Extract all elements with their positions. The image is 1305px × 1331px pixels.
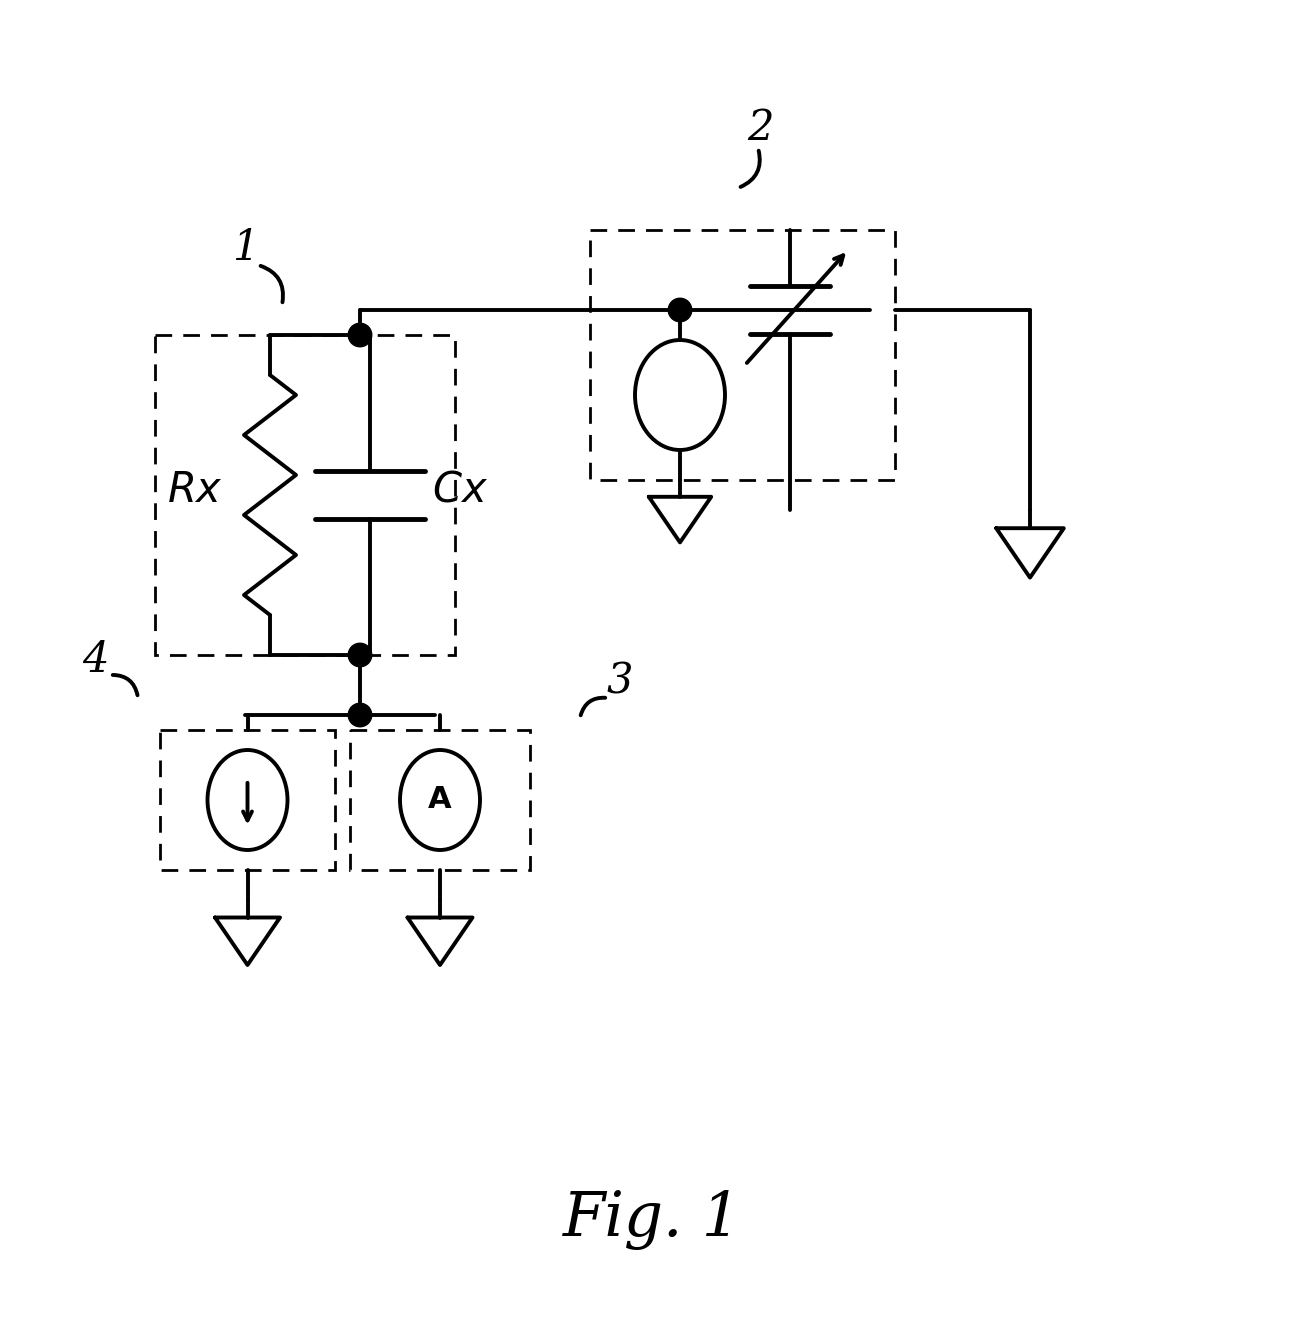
Text: Fig. 1: Fig. 1 <box>564 1190 741 1250</box>
Bar <box>350 729 530 870</box>
Text: 1: 1 <box>232 228 258 269</box>
Text: 4: 4 <box>82 639 108 681</box>
Bar <box>161 729 335 870</box>
Circle shape <box>348 323 372 347</box>
Bar <box>155 335 455 655</box>
Text: 2: 2 <box>746 106 774 149</box>
Text: 3: 3 <box>607 662 633 703</box>
Circle shape <box>348 703 372 727</box>
Circle shape <box>348 643 372 667</box>
Text: A: A <box>428 785 452 815</box>
Bar <box>590 230 895 480</box>
Text: $Cx$: $Cx$ <box>432 469 488 511</box>
Text: $Rx$: $Rx$ <box>167 469 223 511</box>
Circle shape <box>668 298 692 322</box>
